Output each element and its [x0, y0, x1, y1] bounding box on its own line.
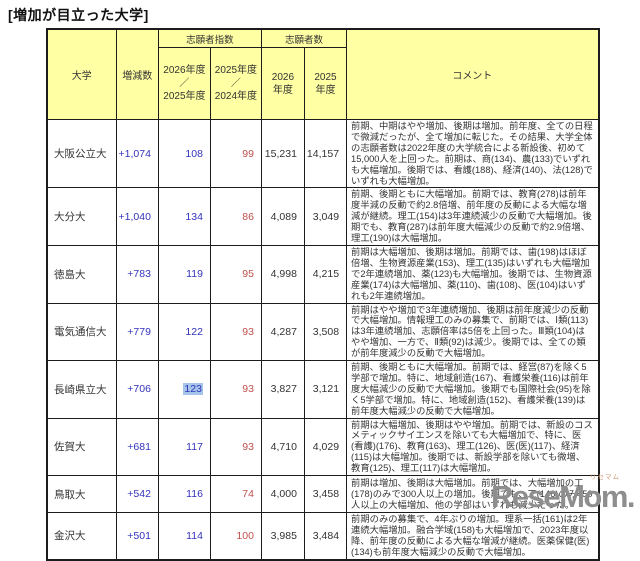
- index-2026-cell: 108: [157, 118, 211, 189]
- selected-text-highlight: 123: [183, 383, 203, 396]
- index-2026-cell: 122: [157, 302, 211, 362]
- count-2025-cell: 3,508: [303, 302, 348, 362]
- count-2026-cell: 3,827: [260, 360, 305, 419]
- change-cell: +501: [115, 512, 159, 561]
- index-2025-cell: 93: [209, 360, 262, 419]
- table-row-nagasaki-kenritsu: 長崎県立大 +706 123 93 3,827 3,121 前期、後期ともに大幅…: [46, 360, 600, 419]
- header-row-sub: 2026年度 ／ 2025年度 2025年度 ／ 2024年度 2026 年度 …: [47, 47, 599, 120]
- comment-cell: 前期は増加、後期は大幅増加。前期では、大幅増加の工(178)のみで300人以上の…: [346, 475, 600, 514]
- col-header-count-group: 志願者数: [260, 28, 348, 48]
- index-2025-cell: 95: [209, 244, 262, 304]
- university-cell: 長崎県立大: [46, 360, 117, 419]
- count-2025-cell: 3,049: [303, 187, 348, 246]
- table-row-saga: 佐賀大 +681 117 93 4,710 4,029 前期は大幅増加、後期はや…: [46, 417, 600, 477]
- index-2025-cell: 93: [209, 302, 262, 362]
- count-2026-cell: 3,985: [260, 512, 305, 561]
- col-header-change: 増減数: [115, 28, 159, 120]
- change-cell: +779: [115, 302, 159, 362]
- change-cell: +542: [115, 475, 159, 514]
- count-2026-cell: 4,287: [260, 302, 305, 362]
- index-2025-cell: 99: [209, 118, 262, 189]
- col-header-index-2026: 2026年度 ／ 2025年度: [157, 47, 211, 120]
- comment-cell: 前期は大幅増加、後期はやや増加。前期では、新設のコスメティックサイエンスを除いて…: [346, 417, 600, 477]
- count-2026-cell: 4,710: [260, 417, 305, 477]
- count-2026-cell: 4,000: [260, 475, 305, 514]
- count-2025-cell: 4,215: [303, 244, 348, 304]
- table-row-tottori: 鳥取大 +542 116 74 4,000 3,458 前期は増加、後期は大幅増…: [46, 475, 600, 514]
- col-header-count-2026: 2026 年度: [260, 47, 305, 120]
- university-cell: 鳥取大: [46, 475, 117, 514]
- index-2025-cell: 93: [209, 417, 262, 477]
- col-header-index-2025: 2025年度 ／ 2024年度: [209, 47, 262, 120]
- university-cell: 電気通信大: [46, 302, 117, 362]
- change-cell: +783: [115, 244, 159, 304]
- index-2026-cell: 119: [157, 244, 211, 304]
- change-cell: +681: [115, 417, 159, 477]
- comment-cell: 前期、後期ともに大幅増加。前期では、教育(278)は前年度半減の反動で約2.8倍…: [346, 187, 600, 246]
- table-row-osaka-metropolitan: 大阪公立大 +1,074 108 99 15,231 14,157 前期、中期は…: [46, 118, 600, 189]
- university-increase-table: 大学 増減数 志願者指数 志願者数 コメント 2026年度 ／ 2025年度 2…: [46, 28, 600, 561]
- university-cell: 大阪公立大: [46, 118, 117, 189]
- university-cell: 大分大: [46, 187, 117, 246]
- comment-cell: 前期はやや増加で3年連続増加、後期は前年度減少の反動で大幅増加。情報理工のみの募…: [346, 302, 600, 362]
- count-2025-cell: 3,121: [303, 360, 348, 419]
- resemom-watermark-logo: リセマム ReseMom.: [491, 474, 636, 512]
- table-row-tokushima: 徳島大 +783 119 95 4,998 4,215 前期は大幅増加、後期は増…: [46, 244, 600, 304]
- resemom-ruby-text: リセマム: [590, 474, 620, 481]
- comment-cell: 前期、後期ともに大幅増加。前期では、経営(87)を除く5学部で増加。特に、地域創…: [346, 360, 600, 419]
- index-2025-cell: 100: [209, 512, 262, 561]
- count-2025-cell: 3,458: [303, 475, 348, 514]
- count-2026-cell: 4,998: [260, 244, 305, 304]
- change-cell: +706: [115, 360, 159, 419]
- count-2025-cell: 3,484: [303, 512, 348, 561]
- resemom-logo-text: ReseMom.: [490, 479, 636, 514]
- page-title: [増加が目立った大学]: [8, 7, 149, 23]
- comment-cell: 前期は大幅増加、後期は増加。前期では、歯(198)はほぼ倍増、生物資源産業(15…: [346, 244, 600, 304]
- university-cell: 徳島大: [46, 244, 117, 304]
- col-header-university: 大学: [46, 28, 117, 120]
- table-row-kanazawa: 金沢大 +501 114 100 3,985 3,484 前期のみの募集で、4年…: [46, 512, 600, 561]
- comment-cell: 前期のみの募集で、4年ぶりの増加。理系一括(161)は2年連続大幅増加。融合学域…: [346, 512, 600, 561]
- comment-cell: 前期、中期はやや増加、後期は増加。前年度、全ての日程で微減だったが、全て増加に転…: [346, 118, 600, 189]
- index-2026-cell: 116: [157, 475, 211, 514]
- index-2026-cell: 114: [157, 512, 211, 561]
- col-header-index-group: 志願者指数: [157, 28, 262, 48]
- index-2025-cell: 86: [209, 187, 262, 246]
- count-2026-cell: 4,089: [260, 187, 305, 246]
- table-row-oita: 大分大 +1,040 134 86 4,089 3,049 前期、後期ともに大幅…: [46, 187, 600, 246]
- change-cell: +1,074: [115, 118, 159, 189]
- index-2025-cell: 74: [209, 475, 262, 514]
- change-cell: +1,040: [115, 187, 159, 246]
- university-cell: 金沢大: [46, 512, 117, 561]
- university-cell: 佐賀大: [46, 417, 117, 477]
- col-header-count-2025: 2025 年度: [303, 47, 348, 120]
- table-row-denki-tsushin: 電気通信大 +779 122 93 4,287 3,508 前期はやや増加で3年…: [46, 302, 600, 362]
- index-2026-cell: 123: [157, 360, 211, 419]
- count-2025-cell: 14,157: [303, 118, 348, 189]
- index-2026-cell: 117: [157, 417, 211, 477]
- index-2026-cell: 134: [157, 187, 211, 246]
- col-header-comment: コメント: [346, 28, 600, 120]
- header-row-groups: 大学 増減数 志願者指数 志願者数 コメント: [46, 28, 600, 120]
- count-2025-cell: 4,029: [303, 417, 348, 477]
- count-2026-cell: 15,231: [260, 118, 305, 189]
